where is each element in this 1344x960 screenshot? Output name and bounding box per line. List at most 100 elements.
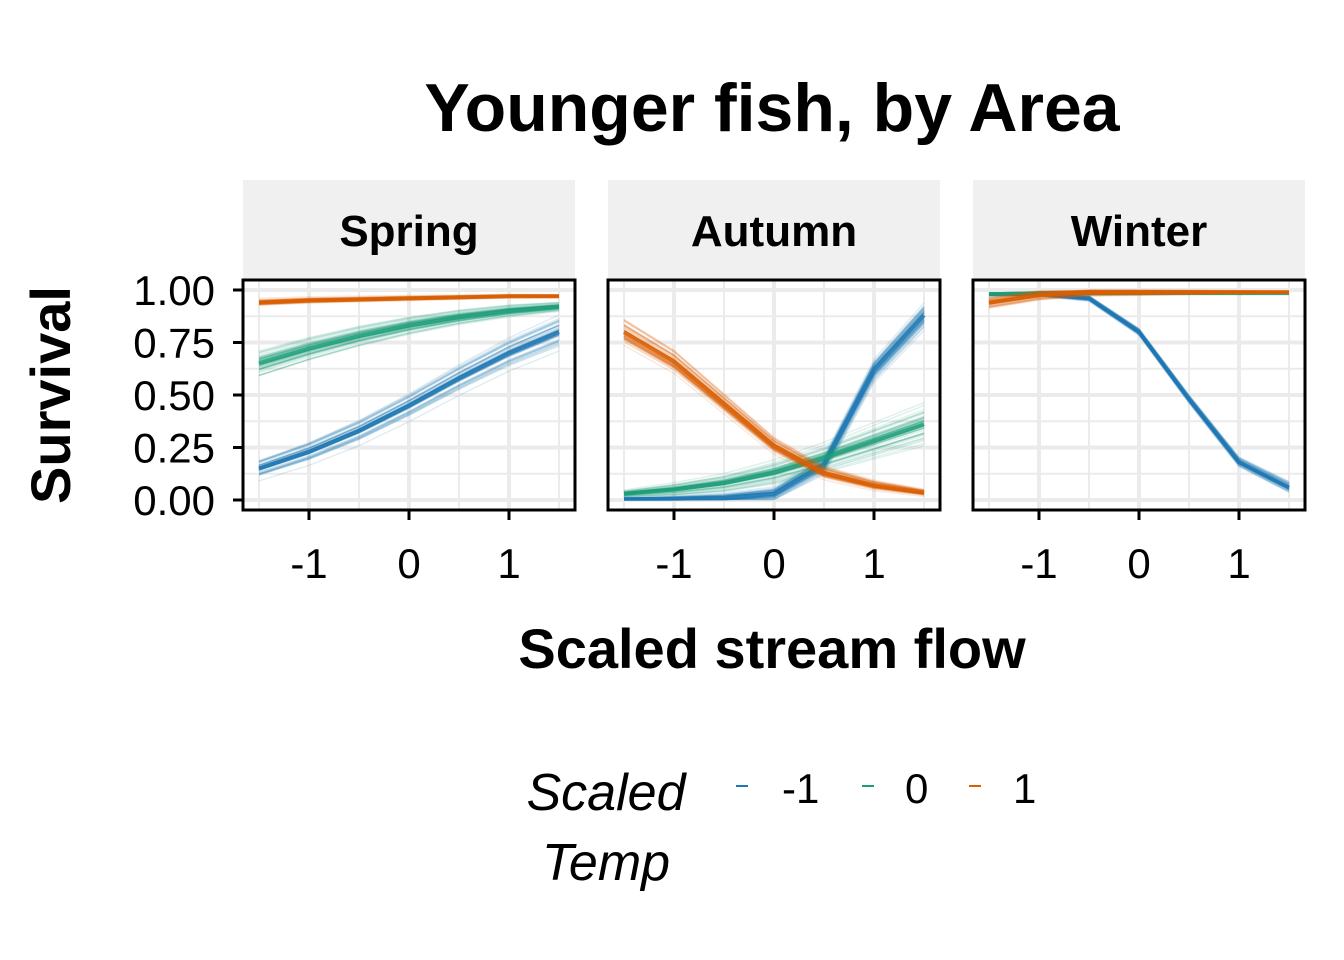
draw-line (258, 308, 560, 373)
draw-line (258, 307, 560, 369)
draw-line (623, 411, 925, 493)
x-axis-ticks: -1 0 1 (655, 510, 886, 587)
mean-line (623, 313, 926, 501)
draw-line (623, 337, 925, 495)
mean-line (258, 330, 560, 471)
draw-line (623, 337, 925, 495)
draw-line (623, 337, 925, 495)
draw-line (623, 433, 925, 497)
draw-line (258, 302, 560, 352)
series--1 (623, 302, 926, 501)
draw-line (258, 319, 560, 462)
draw-line (623, 323, 925, 492)
legend-title-line-1: Scaled (527, 764, 688, 822)
draw-line (258, 324, 560, 466)
draw-line (258, 326, 560, 466)
draw-line (623, 338, 925, 496)
draw-line (258, 307, 560, 371)
draw-line (258, 307, 560, 371)
draw-line (623, 412, 925, 493)
draw-line (623, 341, 925, 496)
x-tick-label: -1 (1020, 540, 1057, 587)
draw-line (258, 325, 560, 467)
panel-winter: Winter -1 0 1 (971, 180, 1307, 587)
x-axis-ticks: -1 0 1 (1020, 510, 1251, 587)
draw-line (258, 335, 560, 472)
draw-line (623, 402, 925, 491)
draw-line (623, 432, 925, 496)
draw-line (623, 324, 925, 492)
draw-line (258, 309, 560, 376)
legend-title-line-2: Temp (542, 834, 670, 892)
draw-line (258, 341, 560, 475)
draw-line (623, 340, 925, 496)
x-tick-label: 1 (862, 540, 885, 587)
draw-line (258, 324, 560, 467)
facet-panels: Spring -1 0 1 Autumn -1 0 1 Winter -1 0 1 (241, 180, 1307, 587)
mean-line (622, 330, 925, 495)
draw-line (623, 440, 925, 498)
draw-line (623, 318, 925, 491)
draw-line (258, 340, 560, 475)
draw-line (258, 301, 560, 353)
draw-line (623, 445, 925, 498)
draw-line (258, 308, 560, 370)
x-tick-label: 0 (397, 540, 420, 587)
draw-line (258, 303, 560, 354)
draw-line (258, 302, 560, 356)
legend-label: 1 (1013, 765, 1036, 812)
x-tick-label: 1 (497, 540, 520, 587)
draw-line (258, 321, 560, 463)
legend-label: 0 (905, 765, 928, 812)
draw-line (258, 309, 560, 374)
y-axis: 0.00 0.25 0.50 0.75 1.00 (133, 267, 243, 524)
draw-line (623, 438, 925, 498)
draw-line (623, 411, 925, 493)
draw-line (623, 437, 925, 497)
x-tick-label: -1 (290, 540, 327, 587)
legend-entry: 1 (969, 765, 1036, 812)
series-0 (258, 301, 560, 377)
x-axis-title: Scaled stream flow (518, 617, 1026, 680)
x-tick-label: -1 (655, 540, 692, 587)
y-tick-label: 0.50 (133, 372, 215, 419)
draw-line (258, 314, 560, 463)
strip-label: Spring (339, 207, 478, 256)
draw-line (258, 309, 560, 377)
gridlines (973, 280, 1305, 510)
mean-line (258, 294, 559, 305)
draw-line (258, 309, 560, 376)
x-tick-label: 1 (1227, 540, 1250, 587)
strip-background (243, 180, 575, 280)
panel-spring: Spring -1 0 1 (241, 180, 577, 587)
draw-line (258, 308, 560, 371)
draw-line (623, 404, 925, 492)
draw-line (258, 343, 560, 476)
draw-line (258, 308, 560, 371)
draw-line (623, 443, 925, 498)
draw-line (623, 433, 925, 496)
draw-line (623, 338, 925, 495)
draw-line (258, 342, 560, 476)
y-tick-label: 1.00 (133, 267, 215, 314)
draw-line (258, 304, 560, 358)
draw-line (258, 304, 560, 359)
legend-keys: -1 0 1 (736, 765, 1036, 812)
draw-line (623, 339, 925, 496)
draw-line (623, 324, 925, 492)
draw-line (623, 437, 925, 497)
series-1 (622, 318, 925, 498)
legend-entry: -1 (736, 765, 819, 812)
draw-line (623, 434, 925, 497)
series-lines (258, 293, 560, 482)
draw-line (258, 307, 560, 370)
strip-label: Autumn (691, 207, 857, 256)
draw-line (258, 303, 560, 358)
draw-line (623, 344, 925, 498)
draw-line (258, 324, 560, 466)
draw-line (623, 432, 925, 497)
draw-line (623, 415, 925, 493)
draw-line (258, 338, 560, 475)
strip-background (973, 180, 1305, 280)
